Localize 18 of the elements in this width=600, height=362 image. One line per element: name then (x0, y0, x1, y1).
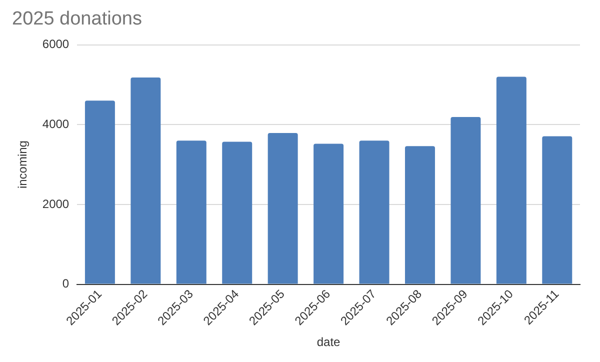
bar (84, 100, 115, 284)
bar (404, 146, 435, 284)
bar (130, 78, 161, 284)
chart-title: 2025 donations (12, 8, 142, 30)
bar (314, 144, 344, 284)
x-axis-title: date (316, 335, 341, 350)
bar (176, 140, 206, 284)
bar (450, 117, 481, 284)
y-tick-label: 4000 (42, 116, 70, 131)
bar (268, 133, 298, 284)
y-axis-title: incoming (16, 140, 30, 189)
bar (542, 136, 572, 284)
bar (222, 142, 252, 284)
bar (359, 140, 390, 284)
y-tick-label: 0 (62, 276, 70, 291)
y-tick-label: 6000 (42, 37, 70, 52)
bar (496, 76, 526, 284)
y-tick-label: 2000 (42, 196, 70, 211)
